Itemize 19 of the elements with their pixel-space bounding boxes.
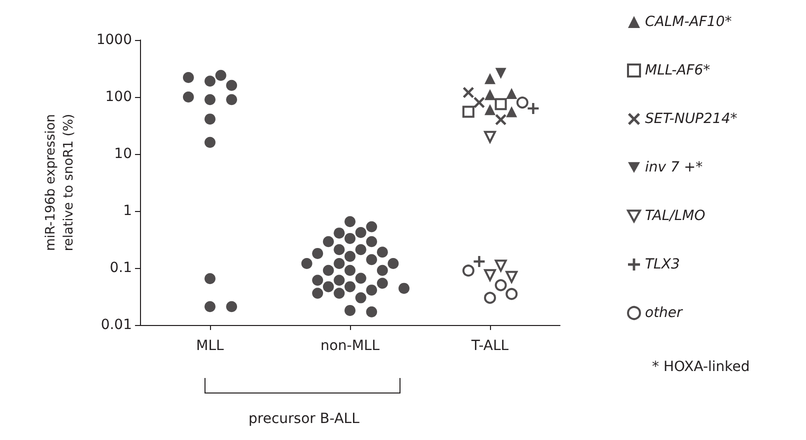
text: * HOXA-linked <box>652 359 750 375</box>
y-tick-label: 100 <box>105 89 132 105</box>
y-tick-label: 0.1 <box>110 260 132 276</box>
legend-label: TLX3 <box>645 256 680 272</box>
legend-label: other <box>645 305 684 321</box>
y-tick-label: 10 <box>114 146 132 162</box>
y-tick-label: 0.01 <box>100 317 132 333</box>
legend-label: MLL-AF6* <box>645 62 710 78</box>
x-tick-label: non-MLL <box>320 338 380 354</box>
legend-label: TAL/LMO <box>645 208 706 224</box>
legend-label: CALM-AF10* <box>645 14 732 30</box>
x-tick-label: T-ALL <box>470 338 509 354</box>
legend-label: SET-NUP214* <box>645 111 738 127</box>
x-tick-label: MLL <box>196 338 224 354</box>
y-tick-label: 1000 <box>96 32 132 48</box>
y-axis-title: miR-196b expression relative to snoR1 (%) <box>44 114 76 252</box>
text: precursor B-ALL <box>248 411 360 427</box>
legend-label: inv 7 +* <box>645 160 703 176</box>
y-tick-label: 1 <box>123 203 132 219</box>
